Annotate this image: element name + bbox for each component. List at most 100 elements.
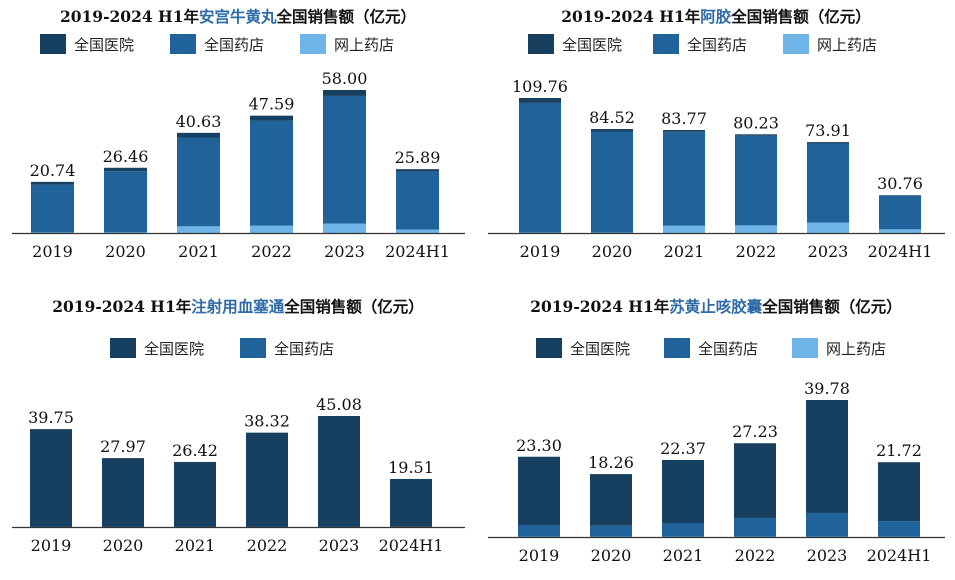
x-tick-2019: 2019 [520, 242, 561, 261]
data-label-2023: 39.78 [804, 379, 850, 398]
title-prefix: 2019-2024 H1年 [561, 7, 701, 26]
bar-online-2021 [663, 225, 705, 233]
bar-hospital-2019 [518, 456, 560, 525]
bar-hospital-2024H1 [396, 169, 439, 172]
bar-hospital-2024H1 [878, 462, 920, 522]
data-label-2024H1: 19.51 [388, 458, 434, 477]
data-label-2022: 80.23 [733, 113, 779, 132]
legend-swatch-pharmacy [664, 338, 690, 358]
x-tick-2022: 2022 [736, 242, 777, 261]
legend-label-pharmacy: 全国药店 [274, 340, 334, 358]
title-suffix: 全国销售额（亿元） [283, 297, 424, 316]
x-tick-2021: 2021 [664, 242, 705, 261]
x-tick-2022: 2022 [251, 242, 292, 261]
x-tick-2021: 2021 [663, 546, 704, 565]
data-label-2024H1: 21.72 [876, 441, 922, 460]
title-prefix: 2019-2024 H1年 [60, 7, 200, 26]
bar-pharmacy-2024H1 [879, 195, 921, 230]
bar-pharmacy-2019 [519, 102, 561, 233]
bars [31, 90, 439, 233]
bar-pharmacy-2019 [31, 184, 74, 233]
bar-hospital-2024H1 [879, 195, 921, 196]
legend-label-hospital: 全国医院 [74, 36, 134, 54]
bar-hospital-2020 [104, 167, 147, 172]
bar-pharmacy-2022 [250, 120, 293, 226]
chart-svg-ejiao: 2019-2024 H1年阿胶全国销售额（亿元） 全国医院 全国药店 网上药店 109.… [488, 7, 945, 261]
bar-pharmacy-2021 [663, 131, 705, 226]
bars [518, 400, 920, 537]
legend-swatch-online [783, 34, 809, 54]
legend-item-hospital: 全国医院 [536, 338, 630, 358]
bar-hospital-2022 [250, 115, 293, 121]
data-label-2024H1: 25.89 [395, 148, 441, 167]
legend-label-online: 网上药店 [817, 36, 877, 54]
data-label-2022: 47.59 [249, 95, 295, 114]
title-prefix: 2019-2024 H1年 [530, 297, 670, 316]
x-tick-2024H1: 2024H1 [868, 242, 933, 261]
data-label-2022: 27.23 [732, 422, 778, 441]
x-tick-2020: 2020 [592, 242, 633, 261]
bar-hospital-2021 [177, 132, 220, 138]
x-tick-2023: 2023 [319, 536, 360, 555]
x-tick-2022: 2022 [247, 536, 288, 555]
bar-pharmacy-2021 [177, 137, 220, 227]
data-label-2020: 27.97 [100, 437, 146, 456]
bar-hospital-2019 [30, 429, 72, 527]
bar-hospital-2021 [174, 461, 216, 527]
bar-hospital-2023 [806, 400, 848, 513]
x-tick-2020: 2020 [103, 536, 144, 555]
title-prefix: 2019-2024 H1年 [52, 297, 192, 316]
data-label-2019: 23.30 [516, 436, 562, 455]
bar-pharmacy-2022 [735, 135, 777, 226]
legend-item-pharmacy: 全国药店 [653, 34, 747, 54]
bar-hospital-2021 [662, 459, 704, 523]
x-tick-2022: 2022 [735, 546, 776, 565]
chart-title: 2019-2024 H1年安宫牛黄丸全国销售额（亿元） [60, 7, 416, 26]
data-label-2024H1: 30.76 [877, 174, 923, 193]
bar-online-2019 [31, 232, 74, 233]
legend-label-hospital: 全国医院 [570, 340, 630, 358]
chart-panel-suhuang: 2019-2024 H1年苏黄止咳胶囊全国销售额（亿元） 全国医院 全国药店 网上药店… [478, 290, 955, 580]
legend-item-pharmacy: 全国药店 [664, 338, 758, 358]
legend-swatch-pharmacy [653, 34, 679, 54]
bar-pharmacy-2024H1 [396, 171, 439, 230]
bar-hospital-2019 [31, 181, 74, 185]
x-tick-2020: 2020 [591, 546, 632, 565]
legend-swatch-hospital [528, 34, 554, 54]
legend-label-hospital: 全国医院 [562, 36, 622, 54]
data-label-2023: 73.91 [805, 121, 851, 140]
bar-online-2022 [735, 225, 777, 233]
bar-hospital-2021 [663, 129, 705, 132]
bar-pharmacy-2024H1 [878, 521, 920, 537]
legend-item-hospital: 全国医院 [40, 34, 134, 54]
legend-swatch-online [300, 34, 326, 54]
legend-label-hospital: 全国医院 [144, 340, 204, 358]
x-tick-2020: 2020 [105, 242, 146, 261]
title-suffix: 全国销售额（亿元） [276, 7, 417, 26]
bars [519, 98, 921, 233]
chart-svg-suhuang: 2019-2024 H1年苏黄止咳胶囊全国销售额（亿元） 全国医院 全国药店 网上药店… [488, 297, 945, 565]
bars [30, 416, 432, 527]
legend-swatch-pharmacy [170, 34, 196, 54]
data-label-2019: 39.75 [28, 408, 74, 427]
data-label-2021: 83.77 [661, 109, 707, 128]
data-label-2020: 26.46 [103, 147, 149, 166]
bar-hospital-2020 [102, 458, 144, 527]
legend-swatch-pharmacy [240, 338, 266, 358]
legend-item-pharmacy: 全国药店 [240, 338, 334, 358]
chart-title: 2019-2024 H1年苏黄止咳胶囊全国销售额（亿元） [530, 297, 902, 316]
bar-hospital-2023 [323, 90, 366, 96]
bar-online-2022 [250, 225, 293, 233]
bar-online-2023 [323, 223, 366, 233]
data-label-2021: 22.37 [660, 439, 706, 458]
bar-hospital-2023 [318, 416, 360, 527]
legend-label-pharmacy: 全国药店 [204, 36, 264, 54]
legend-label-online: 网上药店 [334, 36, 394, 54]
data-label-2021: 26.42 [172, 441, 218, 460]
bar-hospital-2020 [590, 474, 632, 526]
legend-item-hospital: 全国医院 [528, 34, 622, 54]
legend-swatch-online [792, 338, 818, 358]
bar-hospital-2024H1 [390, 478, 432, 527]
data-label-2020: 84.52 [589, 108, 635, 127]
